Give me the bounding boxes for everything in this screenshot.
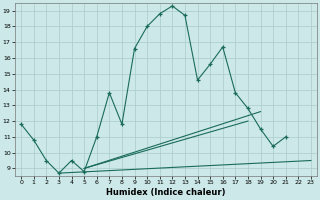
X-axis label: Humidex (Indice chaleur): Humidex (Indice chaleur) [106, 188, 226, 197]
